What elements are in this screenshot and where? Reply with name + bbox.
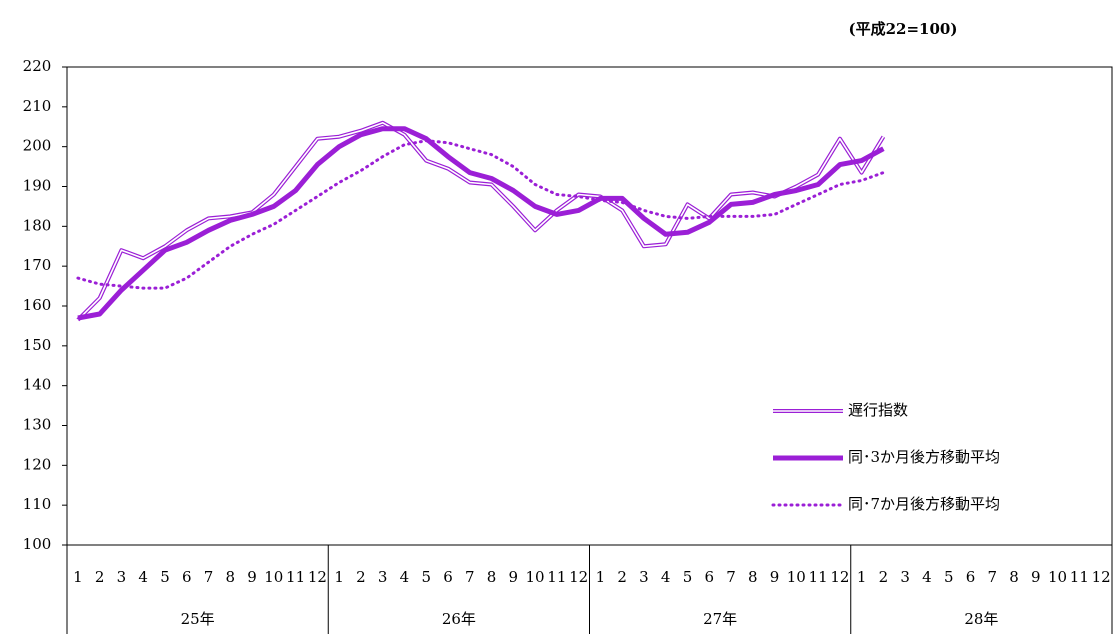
x-tick-label: 10 bbox=[526, 568, 545, 586]
x-tick-label: 2 bbox=[617, 568, 627, 586]
x-tick-label: 4 bbox=[922, 568, 932, 586]
x-tick-label: 3 bbox=[639, 568, 649, 586]
x-tick-label: 3 bbox=[117, 568, 127, 586]
x-tick-label: 12 bbox=[308, 568, 327, 586]
legend-label: 遅行指数 bbox=[848, 401, 908, 419]
year-label: 25年 bbox=[181, 610, 215, 628]
x-tick-label: 11 bbox=[809, 568, 828, 586]
year-label: 27年 bbox=[703, 610, 737, 628]
x-tick-label: 9 bbox=[1031, 568, 1041, 586]
x-tick-label: 11 bbox=[1070, 568, 1089, 586]
x-tick-label: 12 bbox=[830, 568, 849, 586]
y-tick-label: 210 bbox=[23, 97, 52, 115]
x-tick-label: 1 bbox=[596, 568, 606, 586]
x-tick-label: 8 bbox=[487, 568, 497, 586]
y-tick-label: 220 bbox=[23, 57, 52, 75]
legend-label: 同･3か月後方移動平均 bbox=[848, 448, 1000, 466]
line-inner bbox=[77, 122, 885, 321]
x-tick-label: 11 bbox=[547, 568, 566, 586]
x-tick-label: 9 bbox=[247, 568, 257, 586]
y-tick-label: 150 bbox=[23, 336, 52, 354]
x-tick-label: 7 bbox=[204, 568, 214, 586]
unit-label: (平成22=100) bbox=[849, 20, 958, 38]
x-tick-label: 8 bbox=[1009, 568, 1019, 586]
series-line bbox=[77, 126, 885, 321]
y-tick-label: 110 bbox=[23, 495, 52, 513]
x-tick-label: 2 bbox=[95, 568, 105, 586]
y-tick-label: 170 bbox=[23, 256, 52, 274]
year-label: 28年 bbox=[964, 610, 998, 628]
y-tick-label: 140 bbox=[23, 376, 52, 394]
x-tick-label: 6 bbox=[182, 568, 192, 586]
x-tick-label: 5 bbox=[160, 568, 170, 586]
y-tick-label: 200 bbox=[23, 137, 52, 155]
legend-label: 同･7か月後方移動平均 bbox=[848, 495, 1000, 513]
x-tick-label: 6 bbox=[966, 568, 976, 586]
x-tick-label: 4 bbox=[661, 568, 671, 586]
y-tick-label: 100 bbox=[23, 535, 52, 553]
x-tick-label: 9 bbox=[509, 568, 519, 586]
year-label: 26年 bbox=[442, 610, 476, 628]
plot-area bbox=[66, 66, 1113, 546]
x-tick-label: 1 bbox=[334, 568, 344, 586]
y-tick-label: 180 bbox=[23, 216, 52, 234]
x-tick-label: 11 bbox=[286, 568, 305, 586]
x-tick-label: 5 bbox=[421, 568, 431, 586]
x-tick-label: 1 bbox=[73, 568, 83, 586]
x-tick-label: 8 bbox=[748, 568, 758, 586]
y-tick-label: 190 bbox=[23, 177, 52, 195]
x-tick-label: 4 bbox=[138, 568, 148, 586]
x-tick-label: 7 bbox=[726, 568, 736, 586]
y-tick-label: 120 bbox=[23, 455, 52, 473]
x-tick-label: 7 bbox=[465, 568, 475, 586]
x-tick-label: 1 bbox=[857, 568, 867, 586]
x-tick-label: 2 bbox=[356, 568, 366, 586]
x-tick-label: 6 bbox=[704, 568, 714, 586]
x-tick-label: 10 bbox=[787, 568, 806, 586]
y-tick-label: 160 bbox=[23, 296, 52, 314]
x-tick-label: 12 bbox=[1092, 568, 1111, 586]
x-tick-label: 4 bbox=[400, 568, 410, 586]
series-line bbox=[76, 139, 885, 290]
x-tick-label: 12 bbox=[569, 568, 588, 586]
x-tick-label: 5 bbox=[944, 568, 954, 586]
x-tick-label: 3 bbox=[378, 568, 388, 586]
x-tick-label: 6 bbox=[443, 568, 453, 586]
x-tick-label: 8 bbox=[226, 568, 236, 586]
x-tick-label: 10 bbox=[1048, 568, 1067, 586]
x-tick-label: 7 bbox=[987, 568, 997, 586]
x-tick-label: 3 bbox=[900, 568, 910, 586]
y-tick-label: 130 bbox=[23, 416, 52, 434]
x-tick-label: 5 bbox=[683, 568, 693, 586]
x-tick-label: 9 bbox=[770, 568, 780, 586]
x-tick-label: 10 bbox=[264, 568, 283, 586]
x-tick-label: 2 bbox=[879, 568, 889, 586]
